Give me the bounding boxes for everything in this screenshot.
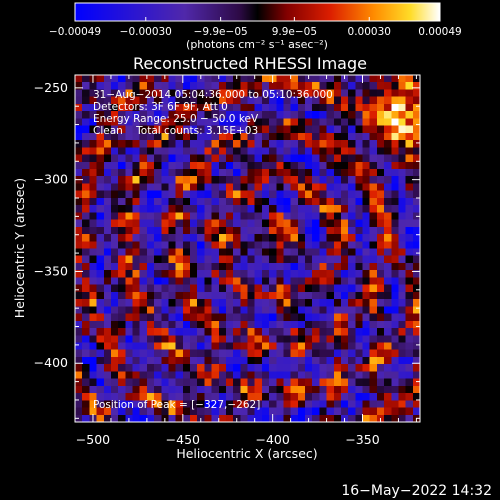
axis-ticks: −500 −450 −400 −350 −250 −300 −350 −400 [34,75,420,447]
annotation-time-range: 31−Aug−2014 05:04:36.000 to 05:10:36.000 [93,89,333,101]
x-axis-label: Heliocentric X (arcsec) [176,446,317,461]
plot-frame [74,74,421,423]
colorbar-tick-label: 9.9e−05 [272,26,317,38]
y-tick-label: −350 [34,263,68,278]
colorbar-frame [74,2,441,22]
colorbar-tick-label: −9.9e−05 [194,26,248,38]
annotation-detectors: Detectors: 3F 6F 9F, Att 0 [93,101,228,113]
colorbar [75,3,440,21]
heatmap-image [75,75,420,422]
colorbar-tick-label: −0.00030 [120,26,172,38]
annotation-total-counts: Clean Total counts: 3.15E+03 [93,125,258,137]
annotation-block: 31−Aug−2014 05:04:36.000 to 05:10:36.000… [93,89,333,137]
chart-title: Reconstructed RHESSI Image [133,54,367,73]
x-tick-label: −500 [76,432,110,447]
colorbar-units: (photons cm⁻² s⁻¹ asec⁻²) [186,38,328,51]
x-tick-label: −450 [166,432,200,447]
x-tick-label: −350 [345,432,379,447]
annotation-energy-range: Energy Range: 25.0 − 50.0 keV [93,113,259,125]
colorbar-tick-label: 0.00030 [348,26,391,38]
colorbar-tick-label: −0.00049 [49,26,101,38]
x-tick-label: −400 [255,432,289,447]
y-tick-label: −400 [34,355,68,370]
colorbar-ticks: −0.00049 −0.00030 −9.9e−05 9.9e−05 0.00030 0.… [49,17,462,38]
y-tick-label: −300 [34,172,68,187]
footer-timestamp: 16−May−2022 14:32 [341,483,492,499]
y-tick-label: −250 [34,80,68,95]
y-axis-label: Heliocentric Y (arcsec) [12,178,27,318]
colorbar-tick-label: 0.00049 [418,26,461,38]
peak-position-label: Position of Peak = [−327,−262] [93,399,260,411]
